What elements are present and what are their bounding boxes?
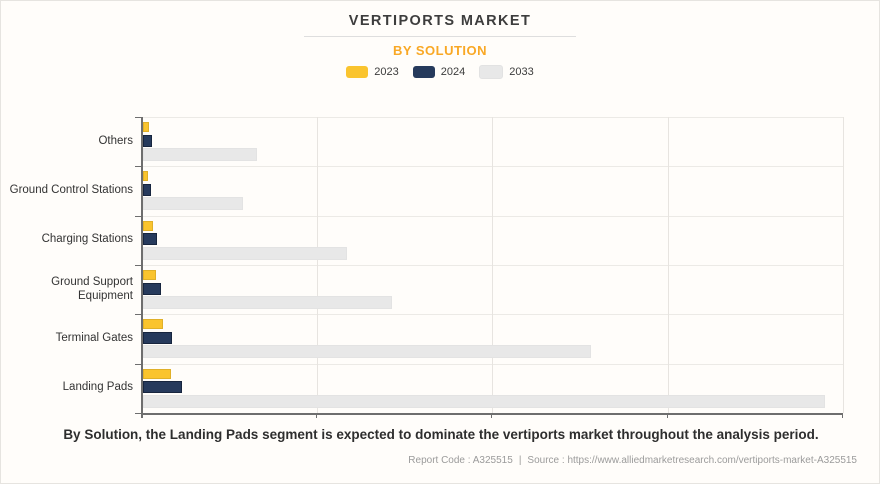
y-axis-tick <box>135 265 141 266</box>
legend-swatch-2033 <box>479 65 504 79</box>
x-axis-tick <box>491 413 492 418</box>
bar-2033-landing-pads <box>143 394 825 408</box>
category-label-terminal-gates: Terminal Gates <box>55 332 133 345</box>
legend-swatch-2024 <box>412 66 435 78</box>
bar-2023-landing-pads <box>143 368 172 379</box>
bar-2033-charging-stations <box>143 246 347 260</box>
bar-2033-terminal-gates <box>143 345 591 359</box>
y-axis-tick <box>135 413 141 414</box>
bar-2023-ground-control-stations <box>143 171 149 182</box>
legend-label: 2024 <box>440 66 466 78</box>
legend-label: 2023 <box>374 66 399 78</box>
bar-2033-ground-control-stations <box>143 197 243 211</box>
report-code: Report Code : A325515 <box>408 455 513 466</box>
legend-swatch-2023 <box>346 66 369 78</box>
bar-2023-terminal-gates <box>143 319 164 330</box>
legend: 2023 2024 2033 <box>1 65 879 79</box>
chart-header: VERTIPORTS MARKET BY SOLUTION 2023 2024 20… <box>1 1 879 79</box>
y-axis-tick <box>135 117 141 118</box>
category-label-landing-pads: Landing Pads <box>62 381 133 394</box>
bar-2024-others <box>143 134 153 147</box>
bar-2024-ground-support-equipment <box>143 282 162 295</box>
bar-2024-landing-pads <box>143 381 183 394</box>
bar-2033-ground-support-equipment <box>143 296 392 309</box>
y-axis-line <box>141 117 143 418</box>
bar-2033-others <box>143 148 258 161</box>
y-axis-tick <box>135 314 141 316</box>
x-axis-tick <box>666 413 668 418</box>
x-axis-tick <box>842 413 843 418</box>
chart-title: VERTIPORTS MARKET <box>348 13 532 29</box>
y-axis-tick <box>135 363 141 365</box>
legend-item-2024[interactable]: 2024 <box>412 66 466 78</box>
bar-2024-charging-stations <box>143 233 158 246</box>
bar-2023-ground-support-equipment <box>143 270 157 280</box>
source-url: Source : https://www.alliedmarketresearc… <box>527 455 857 466</box>
grid-line-vertical <box>667 117 669 413</box>
y-axis-tick <box>135 166 141 168</box>
category-label-charging-stations: Charging Stations <box>41 233 133 246</box>
bar-2023-charging-stations <box>143 220 154 231</box>
bar-2023-others <box>143 122 150 132</box>
chart-caption: By Solution, the Landing Pads segment is… <box>63 427 819 442</box>
grid-line-vertical <box>843 117 844 413</box>
category-label-ground-support-equipment: Ground Support Equipment <box>51 275 133 302</box>
x-axis-tick <box>315 413 317 418</box>
bar-2024-terminal-gates <box>143 331 172 344</box>
y-axis-tick <box>135 215 141 217</box>
grid-line-vertical <box>492 117 493 413</box>
title-divider <box>304 36 576 37</box>
chart-subtitle: BY SOLUTION <box>392 43 488 58</box>
legend-item-2023[interactable]: 2023 <box>346 66 399 78</box>
x-axis-line <box>141 413 843 415</box>
footer-separator: | <box>518 455 522 466</box>
legend-item-2033[interactable]: 2033 <box>479 65 534 79</box>
report-footer: Report Code : A325515 | Source : https://w… <box>408 455 857 466</box>
legend-label: 2033 <box>509 66 534 78</box>
category-label-ground-control-stations: Ground Control Stations <box>9 184 133 197</box>
grid-line-vertical <box>316 117 318 413</box>
category-label-others: Others <box>98 134 133 147</box>
bar-2024-ground-control-stations <box>143 183 152 196</box>
